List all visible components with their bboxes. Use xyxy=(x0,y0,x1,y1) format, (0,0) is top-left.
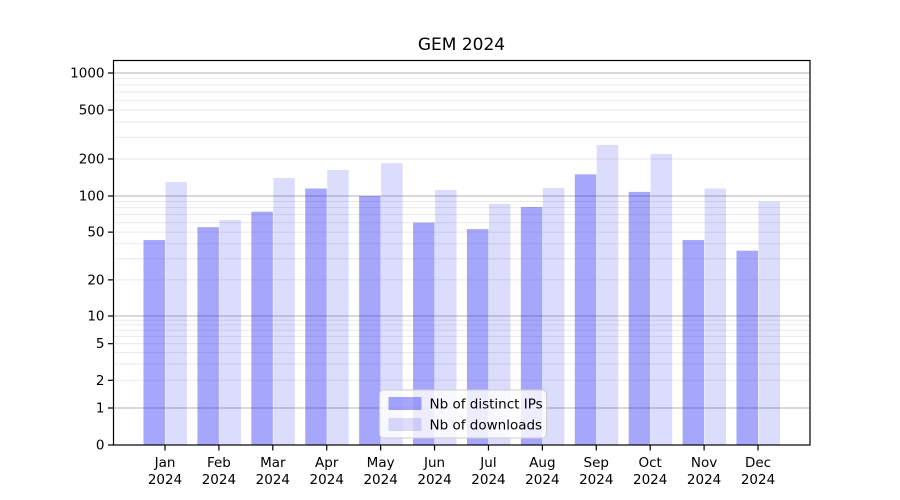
bar-downloads-may xyxy=(381,163,403,445)
plot-border xyxy=(112,59,811,446)
legend-box xyxy=(379,389,547,439)
x-tick-label-year-apr: 2024 xyxy=(310,472,344,488)
bar-distinct-ips-aug xyxy=(520,206,543,445)
x-tick-label-month-oct: Oct xyxy=(639,455,662,471)
y-tick-label-5: 5 xyxy=(96,336,105,352)
x-tick-label-month-nov: Nov xyxy=(691,455,717,471)
y-tick-label-500: 500 xyxy=(79,103,105,119)
x-tick-label-month-sep: Sep xyxy=(584,455,609,471)
y-tick-label-1: 1 xyxy=(96,401,105,417)
legend-label-downloads: Nb of downloads xyxy=(430,418,543,434)
x-tick-label-month-apr: Apr xyxy=(315,455,339,471)
bar-distinct-ips-nov xyxy=(682,239,705,445)
x-tick-label-year-aug: 2024 xyxy=(525,472,559,488)
bar-downloads-aug xyxy=(542,188,565,446)
bar-downloads-sep xyxy=(596,144,619,445)
x-tick-label-month-aug: Aug xyxy=(529,455,555,471)
bar-distinct-ips-oct xyxy=(628,191,651,445)
bar-downloads-jan xyxy=(165,181,187,445)
bar-downloads-mar xyxy=(273,178,295,445)
bar-downloads-jul xyxy=(488,203,511,445)
y-tick-label-2: 2 xyxy=(96,373,105,389)
bar-distinct-ips-dec xyxy=(736,250,758,445)
legend-swatch-distinct-ips xyxy=(388,397,422,410)
x-axis: Jan2024Feb2024Mar2024Apr2024May2024Jun20… xyxy=(148,445,775,488)
bar-distinct-ips-jun xyxy=(413,222,435,445)
x-tick-label-year-nov: 2024 xyxy=(687,472,721,488)
bar-downloads-apr xyxy=(327,169,349,445)
x-tick-label-year-oct: 2024 xyxy=(633,472,667,488)
bar-distinct-ips-apr xyxy=(305,188,327,445)
x-tick-label-month-mar: Mar xyxy=(260,455,286,471)
y-tick-label-10: 10 xyxy=(87,309,104,325)
x-tick-label-year-feb: 2024 xyxy=(202,472,236,488)
legend-label-distinct-ips: Nb of distinct IPs xyxy=(430,397,543,413)
y-tick-label-200: 200 xyxy=(79,151,105,167)
bar-downloads-feb xyxy=(219,220,241,445)
legend-swatch-downloads xyxy=(388,418,422,431)
bar-distinct-ips-jan xyxy=(143,239,165,445)
y-tick-label-1000: 1000 xyxy=(70,66,104,82)
y-tick-label-50: 50 xyxy=(87,225,104,241)
series-downloads xyxy=(165,144,780,446)
bar-distinct-ips-may xyxy=(359,196,381,445)
bar-distinct-ips-feb xyxy=(197,227,219,445)
legend: Nb of distinct IPs Nb of downloads xyxy=(379,389,547,439)
bar-downloads-jun xyxy=(435,189,457,445)
bar-downloads-oct xyxy=(650,153,673,445)
y-tick-label-100: 100 xyxy=(79,189,105,205)
bar-distinct-ips-mar xyxy=(251,211,273,445)
x-tick-label-month-feb: Feb xyxy=(207,455,231,471)
x-tick-label-year-mar: 2024 xyxy=(256,472,290,488)
y-tick-label-20: 20 xyxy=(87,272,104,288)
y-axis: 0 1 2 5 10 20 50 100 200 500 1000 xyxy=(70,66,114,454)
x-tick-label-year-sep: 2024 xyxy=(579,472,613,488)
x-tick-label-month-may: May xyxy=(367,455,395,471)
y-tick-label-0: 0 xyxy=(96,438,105,454)
x-tick-label-year-jun: 2024 xyxy=(417,472,451,488)
x-tick-label-year-dec: 2024 xyxy=(741,472,775,488)
bar-downloads-nov xyxy=(704,188,727,445)
grid xyxy=(113,72,810,409)
bar-distinct-ips-sep xyxy=(574,174,597,446)
x-tick-label-month-dec: Dec xyxy=(745,455,771,471)
x-tick-label-year-may: 2024 xyxy=(363,472,397,488)
x-tick-label-month-jul: Jul xyxy=(479,455,496,471)
x-tick-label-month-jun: Jun xyxy=(423,455,445,471)
x-tick-label-year-jul: 2024 xyxy=(471,472,505,488)
x-tick-label-year-jan: 2024 xyxy=(148,472,182,488)
bar-downloads-dec xyxy=(758,201,780,445)
x-tick-label-month-jan: Jan xyxy=(154,455,176,471)
chart-title: GEM 2024 xyxy=(417,35,506,55)
